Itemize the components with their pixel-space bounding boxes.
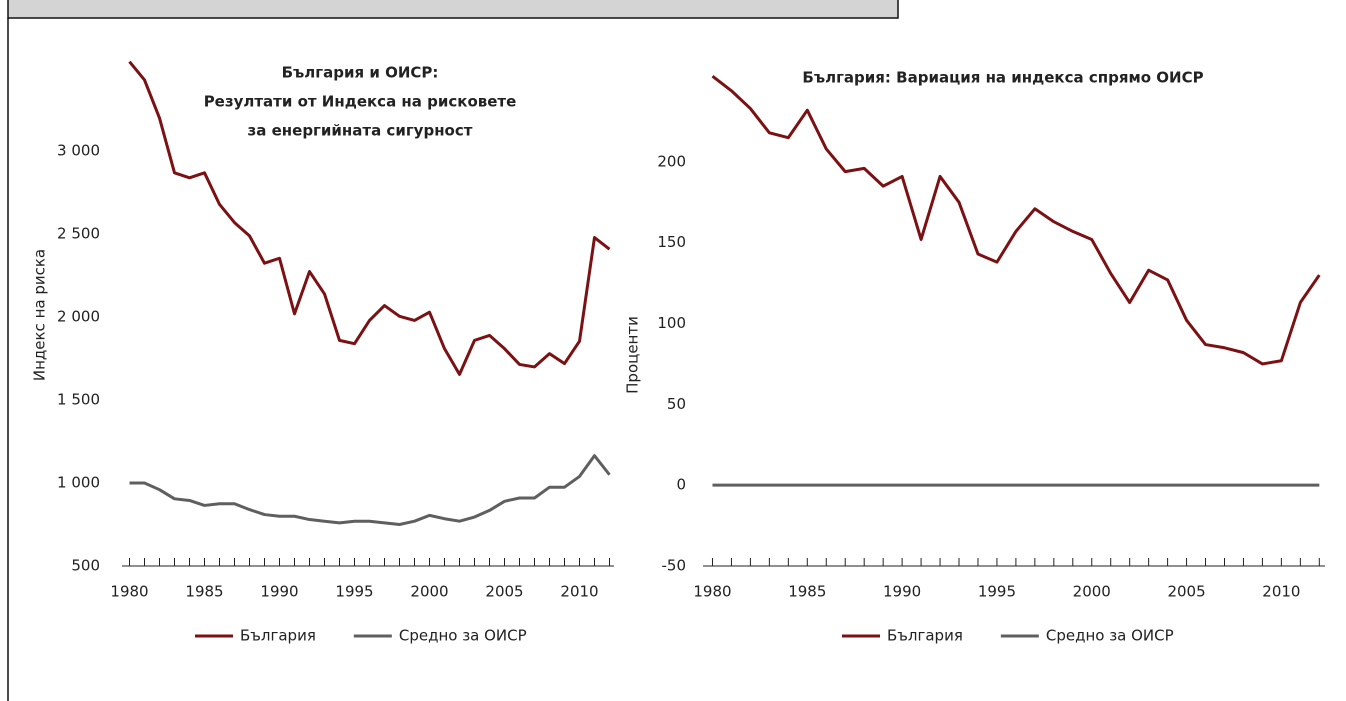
x-tick-label: 2010 (1262, 583, 1300, 601)
x-tick-label: 1990 (883, 583, 921, 601)
legend-label: България (240, 627, 316, 645)
legend-label: Средно за ОИСР (1046, 627, 1174, 645)
data-line (711, 75, 1321, 366)
x-tick-label: 1995 (978, 583, 1016, 601)
x-tick-label: 2005 (485, 583, 523, 601)
chart-title: България: Вариация на индекса спрямо ОИС… (802, 69, 1203, 87)
y-tick-label: 2 500 (57, 225, 100, 243)
y-tick-label: 150 (657, 233, 686, 251)
data-line (129, 454, 611, 527)
y-tick-label: 1 000 (57, 474, 100, 492)
data-line (128, 60, 611, 376)
x-tick-label: 1980 (693, 583, 731, 601)
y-tick-label: 1 500 (57, 391, 100, 409)
y-tick-label: 50 (667, 395, 686, 413)
y-tick-label: 100 (657, 314, 686, 332)
y-tick-label: -50 (662, 557, 687, 575)
chart-title: Резултати от Индекса на рисковете (204, 93, 517, 111)
y-tick-label: 3 000 (57, 142, 100, 160)
x-tick-label: 1995 (335, 583, 373, 601)
legend-label: България (887, 627, 963, 645)
chart-title: България и ОИСР: (282, 64, 439, 82)
y-tick-label: 200 (657, 152, 686, 170)
chart-title: за енергийната сигурност (248, 122, 473, 140)
y-axis-label: Индекс на риска (31, 249, 49, 381)
x-tick-label: 2000 (1073, 583, 1111, 601)
y-axis-label: Проценти (624, 316, 642, 394)
x-tick-label: 2005 (1167, 583, 1205, 601)
x-tick-label: 1985 (788, 583, 826, 601)
x-tick-label: 1980 (110, 583, 148, 601)
y-tick-label: 2 000 (57, 308, 100, 326)
x-tick-label: 2010 (560, 583, 598, 601)
y-tick-label: 500 (71, 557, 100, 575)
legend-label: Средно за ОИСР (399, 627, 527, 645)
x-tick-label: 1985 (185, 583, 223, 601)
y-tick-label: 0 (676, 476, 686, 494)
header-box (7, 0, 899, 19)
x-tick-label: 1990 (260, 583, 298, 601)
x-tick-label: 2000 (410, 583, 448, 601)
